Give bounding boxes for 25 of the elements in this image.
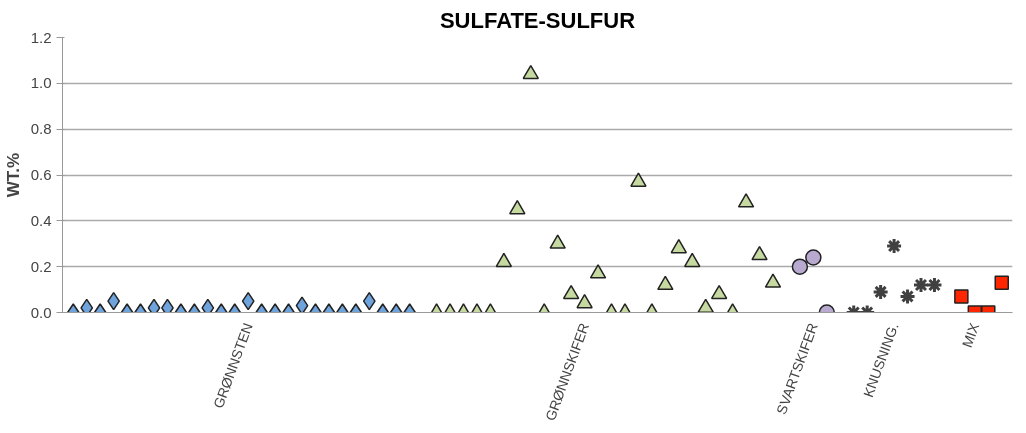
y-axis-title: WT.% (3, 152, 23, 198)
y-tick-label: 0.4 (30, 211, 52, 229)
point (764, 273, 782, 288)
point (670, 238, 688, 254)
point (509, 199, 526, 215)
y-tick-label: 0.6 (30, 166, 52, 183)
point (697, 298, 714, 313)
point (562, 284, 580, 300)
point (737, 193, 755, 208)
point (589, 264, 607, 279)
y-tick-label: 1.0 (30, 74, 52, 92)
point (576, 293, 593, 309)
y-tick-label: 0.0 (30, 303, 52, 321)
point (710, 284, 728, 300)
y-tick-label: 0.8 (30, 120, 52, 138)
point (657, 275, 674, 291)
x-tick-label: MIX (958, 320, 983, 350)
point (495, 252, 513, 268)
point (630, 172, 647, 187)
chart-title: SULFATE-SULFUR (439, 7, 636, 33)
y-tick-label: 1.2 (30, 28, 52, 46)
y-tick-label: 0.2 (30, 257, 52, 275)
point (751, 245, 768, 261)
point (549, 234, 566, 249)
point (684, 252, 701, 268)
